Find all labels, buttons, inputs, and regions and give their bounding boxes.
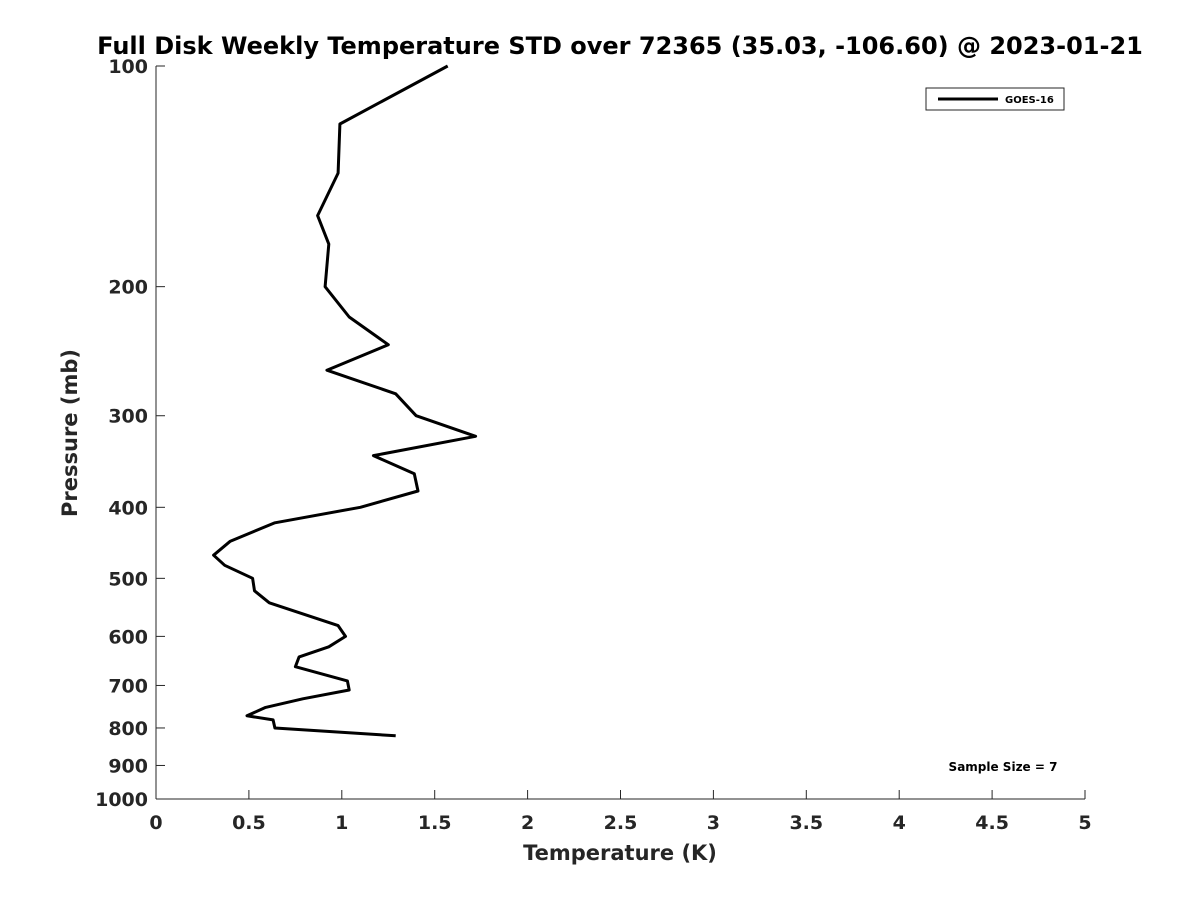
x-tick-label: 3.5 (789, 812, 823, 834)
y-tick-label: 500 (108, 568, 148, 590)
x-axis-label: Temperature (K) (523, 841, 717, 865)
x-tick-label: 2.5 (604, 812, 638, 834)
y-tick-label: 300 (108, 406, 148, 428)
y-tick-label: 800 (108, 718, 148, 740)
y-tick-label: 900 (108, 755, 148, 777)
chart-title: Full Disk Weekly Temperature STD over 72… (97, 32, 1143, 60)
x-tick-label: 3 (707, 812, 720, 834)
x-tick-label: 4 (893, 812, 906, 834)
y-tick-label: 700 (108, 675, 148, 697)
y-axis-label: Pressure (mb) (58, 349, 82, 517)
y-tick-label: 100 (108, 56, 148, 78)
y-tick-label: 600 (108, 626, 148, 648)
x-tick-label: 1 (335, 812, 348, 834)
y-tick-label: 200 (108, 277, 148, 299)
sample-size-note: Sample Size = 7 (949, 760, 1058, 774)
y-tick-label: 400 (108, 497, 148, 519)
legend: GOES-16 (925, 87, 1065, 111)
x-tick-label: 2 (521, 812, 534, 834)
x-tick-label: 1.5 (418, 812, 452, 834)
legend-label-goes-16: GOES-16 (1005, 95, 1054, 106)
series-line-goes-16 (212, 64, 478, 738)
plot-area (212, 64, 478, 738)
x-tick-label: 0 (149, 812, 162, 834)
x-tick-label: 4.5 (975, 812, 1009, 834)
y-tick-label: 1000 (95, 789, 148, 811)
axes: 0 0.5 1 1.5 2 2.5 3 3.5 4 4.5 5 100 200 300 400 500 600 7… (95, 56, 1092, 834)
x-tick-label: 0.5 (232, 812, 266, 834)
x-tick-label: 5 (1078, 812, 1091, 834)
